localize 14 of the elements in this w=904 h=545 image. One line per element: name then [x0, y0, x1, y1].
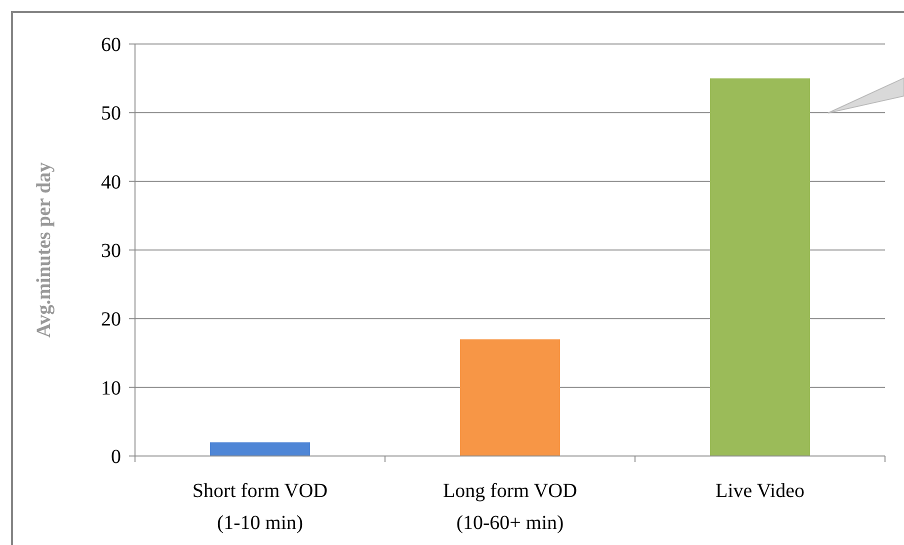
- y-tick-label: 40: [101, 171, 121, 194]
- bar: [460, 339, 560, 456]
- x-tick-label: Live Video: [716, 480, 804, 502]
- y-tick-label: 60: [101, 34, 121, 56]
- y-axis-title: Avg.minutes per day: [33, 162, 55, 338]
- y-tick-label: 30: [101, 240, 121, 262]
- y-tick-label: 0: [111, 446, 121, 468]
- y-tick-label: 50: [101, 102, 121, 125]
- bar: [710, 78, 810, 456]
- x-tick-label: Long form VOD (10-60+ min): [442, 480, 578, 534]
- bar: [210, 442, 310, 456]
- y-tick-label: 10: [101, 377, 121, 400]
- y-tick-label: 20: [101, 308, 121, 331]
- x-tick-label: Short form VOD (1-10 min): [192, 480, 328, 534]
